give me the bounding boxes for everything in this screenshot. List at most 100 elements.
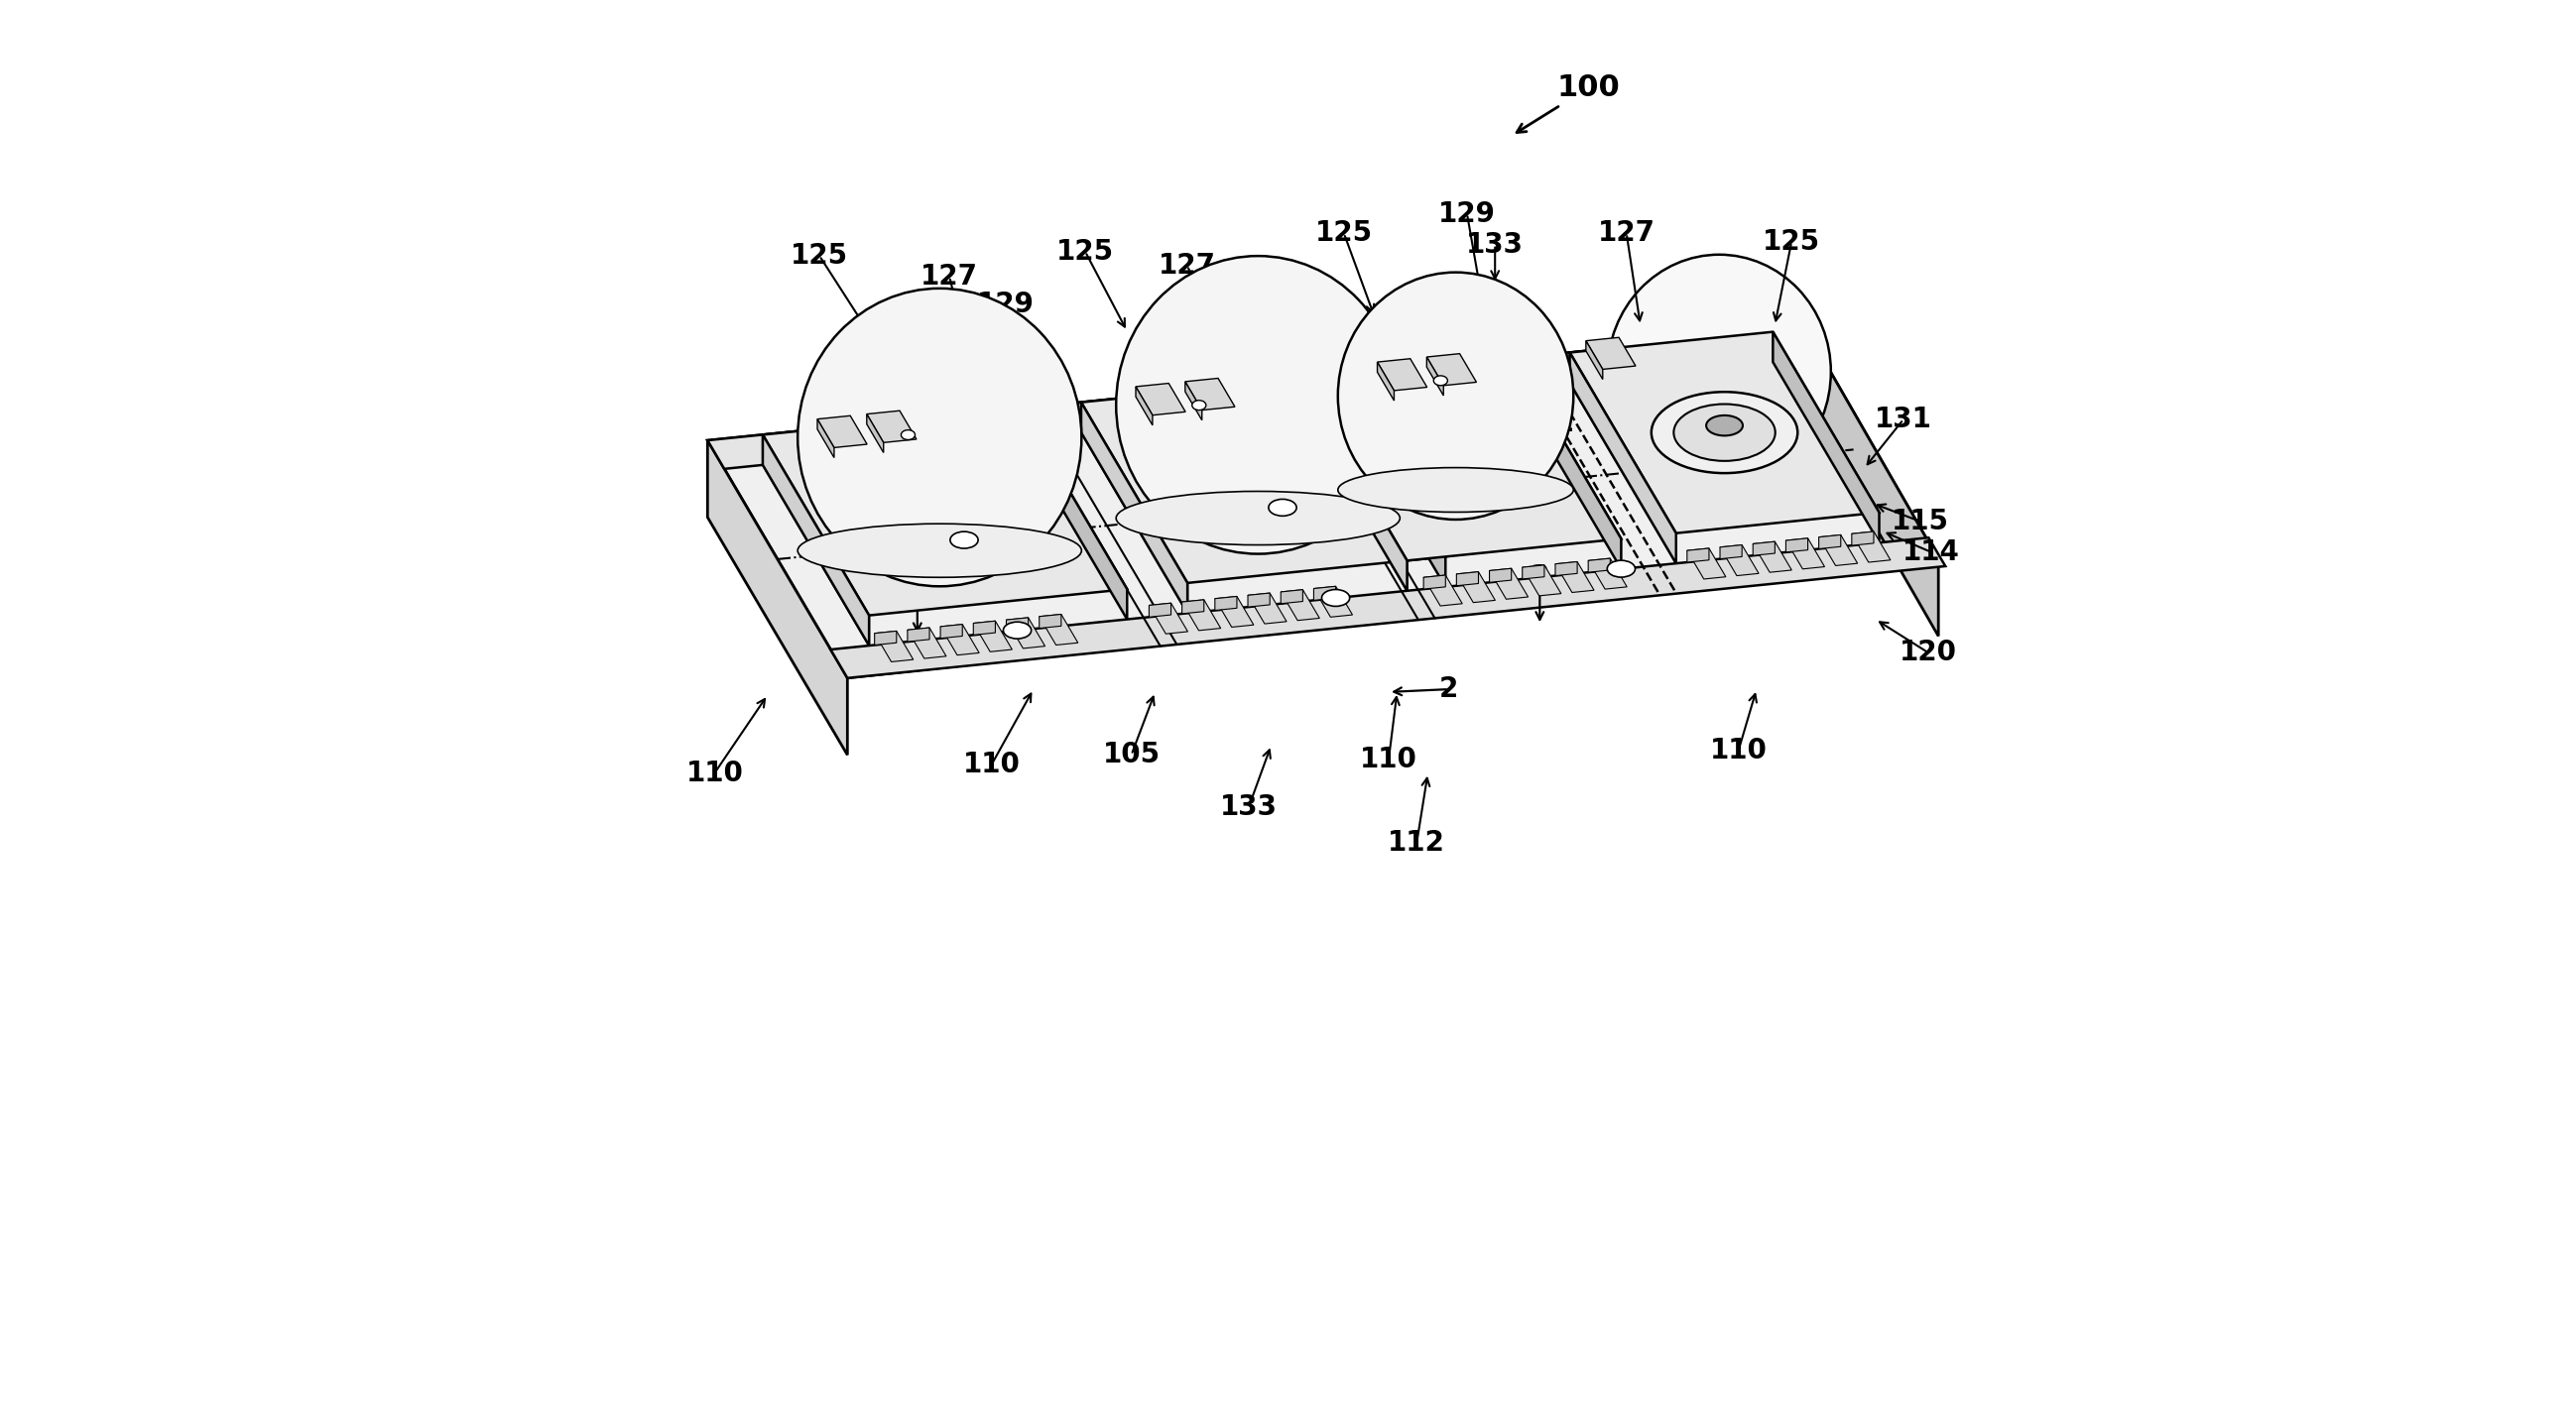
Text: 115: 115 [1891,507,1950,535]
Polygon shape [873,631,896,645]
Polygon shape [1425,575,1463,606]
Ellipse shape [1115,256,1399,554]
Polygon shape [1569,353,1677,563]
Polygon shape [1247,593,1270,607]
Polygon shape [1427,357,1443,395]
Polygon shape [1587,340,1602,380]
Polygon shape [1427,353,1476,385]
Polygon shape [1752,542,1793,572]
Polygon shape [1082,402,1188,613]
Polygon shape [866,414,884,453]
Polygon shape [1082,376,1445,583]
Polygon shape [817,419,835,457]
Polygon shape [1569,332,1880,534]
Text: 105: 105 [1103,741,1159,768]
Polygon shape [1852,531,1873,545]
Polygon shape [1569,353,1677,563]
Ellipse shape [1002,621,1030,638]
Text: 2: 2 [1556,409,1574,438]
Text: 110: 110 [1360,746,1417,772]
Polygon shape [1852,531,1891,562]
Ellipse shape [799,524,1082,578]
Text: 133: 133 [1466,230,1525,258]
Polygon shape [1216,596,1255,627]
Polygon shape [1587,337,1636,370]
Polygon shape [907,628,930,641]
Polygon shape [1785,538,1808,552]
Polygon shape [1136,383,1185,415]
Polygon shape [907,628,945,658]
Text: 127: 127 [1159,251,1216,280]
Polygon shape [1038,614,1061,628]
Text: 110: 110 [685,760,744,786]
Ellipse shape [799,288,1082,586]
Polygon shape [1247,593,1285,624]
Polygon shape [1589,558,1628,589]
Text: 125: 125 [1762,227,1821,256]
Ellipse shape [951,531,979,548]
Text: 100: 100 [1517,73,1620,133]
Polygon shape [1522,565,1546,579]
Polygon shape [974,621,1012,652]
Ellipse shape [1705,415,1744,436]
Polygon shape [1182,600,1203,614]
Polygon shape [708,441,848,755]
Polygon shape [940,624,963,638]
Polygon shape [1687,548,1726,579]
Text: 2: 2 [1440,675,1458,703]
Polygon shape [1280,590,1303,604]
Ellipse shape [1193,401,1206,409]
Polygon shape [1314,586,1337,600]
Polygon shape [974,621,994,635]
Polygon shape [873,631,914,662]
Polygon shape [1721,545,1741,559]
Polygon shape [762,435,868,645]
Polygon shape [1149,603,1172,617]
Polygon shape [1038,614,1077,645]
Text: 127: 127 [920,263,979,291]
Polygon shape [1182,600,1221,631]
Polygon shape [1340,376,1445,587]
Text: 125: 125 [791,241,848,270]
Polygon shape [1149,603,1188,634]
Ellipse shape [1115,491,1399,545]
Text: 125: 125 [1316,219,1373,247]
Polygon shape [1301,359,1620,561]
Ellipse shape [1607,561,1636,578]
Text: 112: 112 [1388,829,1445,857]
Polygon shape [817,415,868,448]
Polygon shape [708,329,1937,678]
Polygon shape [1806,329,1937,635]
Polygon shape [762,408,1128,616]
Polygon shape [829,538,1945,678]
Polygon shape [1301,380,1406,590]
Polygon shape [1556,562,1595,593]
Polygon shape [1819,535,1857,566]
Ellipse shape [1651,393,1798,473]
Polygon shape [1772,332,1880,542]
Polygon shape [1556,562,1577,576]
Polygon shape [1082,402,1188,613]
Polygon shape [1314,586,1352,617]
Polygon shape [1455,572,1494,603]
Text: 125: 125 [1056,237,1113,265]
Text: 133: 133 [1221,792,1278,820]
Polygon shape [1301,380,1406,590]
Text: 129: 129 [1437,201,1497,227]
Polygon shape [1378,361,1394,401]
Text: 129: 129 [976,291,1033,319]
Text: 114: 114 [1904,538,1960,566]
Ellipse shape [1607,254,1832,489]
Ellipse shape [1674,404,1775,460]
Polygon shape [1752,542,1775,555]
Polygon shape [1185,381,1203,421]
Text: 3: 3 [907,573,927,602]
Text: 129: 129 [1206,275,1265,304]
Ellipse shape [1321,589,1350,606]
Polygon shape [1455,572,1479,586]
Polygon shape [1425,575,1445,589]
Polygon shape [1136,387,1151,425]
Polygon shape [1721,545,1759,576]
Polygon shape [1007,617,1046,648]
Polygon shape [708,329,1821,469]
